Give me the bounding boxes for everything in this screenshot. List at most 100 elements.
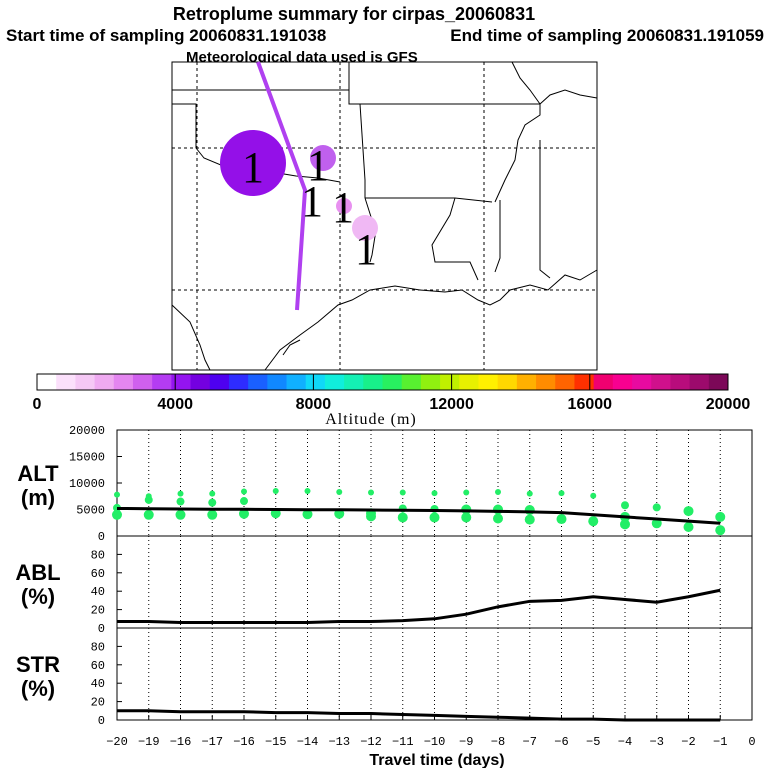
- x-tick-label: −14: [297, 735, 319, 749]
- colorbar-cell: [593, 374, 614, 390]
- alt-point: [429, 512, 440, 523]
- colorbar-tick-label: 12000: [429, 396, 474, 413]
- colorbar-cell: [152, 374, 172, 390]
- x-tick-label: −19: [138, 735, 160, 749]
- alt-point: [683, 506, 694, 517]
- x-tick-label: −11: [392, 735, 414, 749]
- colorbar-cell: [132, 374, 153, 390]
- x-tick-label: −6: [554, 735, 568, 749]
- colorbar-cell: [420, 374, 441, 390]
- alt-point: [176, 497, 185, 506]
- series-line: [117, 588, 721, 624]
- colorbar-cell: [324, 374, 345, 390]
- start-time-label: Start time of sampling 20060831.191038: [6, 26, 326, 45]
- colorbar-cell: [497, 374, 518, 390]
- x-tick-label: −5: [586, 735, 600, 749]
- x-tick-label: −7: [523, 735, 537, 749]
- plume-cluster-large: [220, 130, 286, 196]
- alt-point: [461, 512, 472, 523]
- y-tick-label: 5000: [76, 504, 105, 518]
- colorbar-cell: [555, 374, 575, 390]
- alt-point: [558, 490, 565, 497]
- alt-point: [302, 509, 313, 520]
- x-tick-label: −10: [424, 735, 446, 749]
- colorbar-cell: [344, 374, 364, 390]
- y-tick-label: 20000: [69, 424, 105, 438]
- alt-point: [588, 516, 599, 527]
- x-tick-label: −20: [106, 735, 128, 749]
- alt-point: [209, 490, 216, 497]
- colorbar-cell: [651, 374, 671, 390]
- colorbar-cell: [209, 374, 230, 390]
- panel-ylabel: STR: [16, 652, 60, 677]
- colorbar-label: Altitude (m): [325, 411, 417, 428]
- panel-frame: [116, 535, 753, 629]
- colorbar-tick-label: 16000: [568, 396, 613, 413]
- plume-cluster: [310, 145, 336, 171]
- panel-ylabel-unit: (%): [21, 676, 55, 701]
- colorbar-cell: [171, 374, 192, 390]
- alt-point: [177, 490, 184, 497]
- y-tick-label: 0: [98, 714, 105, 728]
- alt-point: [493, 513, 503, 524]
- alt-point: [366, 511, 376, 522]
- cluster-label: 1: [301, 177, 323, 226]
- y-tick-label: 20: [91, 604, 105, 618]
- x-tick-label: −16: [170, 735, 192, 749]
- alt-point: [240, 497, 248, 506]
- colorbar-cell: [708, 374, 729, 390]
- alt-point: [336, 489, 343, 496]
- colorbar-cell: [363, 374, 383, 390]
- y-tick-label: 20: [91, 696, 105, 710]
- colorbar-cell: [478, 374, 499, 390]
- map-graticule: [172, 62, 597, 370]
- panel-ylabel: ABL: [15, 560, 60, 585]
- x-tick-label: −17: [201, 735, 223, 749]
- alt-point: [368, 489, 374, 496]
- colorbar-tick-label: 4000: [157, 396, 193, 413]
- colorbar-cell: [536, 374, 556, 390]
- x-tick-label: 0: [748, 735, 755, 749]
- x-tick-label: −8: [491, 735, 505, 749]
- map-frame: [171, 61, 598, 371]
- x-tick-label: −9: [459, 735, 473, 749]
- alt-point: [114, 491, 120, 498]
- cluster-label: 1: [355, 225, 377, 274]
- alt-point: [524, 505, 535, 516]
- x-tick-label: −16: [233, 735, 255, 749]
- colorbar-cell: [56, 374, 76, 390]
- alt-point: [493, 504, 503, 515]
- colorbar-cell: [94, 374, 115, 390]
- altitude-colorbar: 0 4000 8000 12000 16000 20000 Altitude (m): [33, 373, 750, 428]
- plume-track: [256, 61, 308, 311]
- map-panel: 1 1 1 1 1: [171, 61, 598, 371]
- alt-point: [683, 521, 694, 532]
- y-tick-label: 80: [91, 640, 105, 654]
- colorbar-cell: [440, 374, 460, 390]
- figure-title: Retroplume summary for cirpas_20060831: [173, 4, 535, 24]
- x-tick-label: −13: [328, 735, 350, 749]
- colorbar-cell: [516, 374, 537, 390]
- alt-point: [207, 509, 218, 520]
- y-tick-label: 80: [91, 548, 105, 562]
- time-series-panels: 05000100001500020000ALT(m)020406080ABL(%…: [15, 424, 755, 749]
- colorbar-cell: [286, 374, 307, 390]
- x-tick-label: −2: [681, 735, 695, 749]
- colorbar-cell: [459, 374, 479, 390]
- alt-point: [175, 509, 186, 520]
- plume-cluster: [352, 215, 378, 241]
- colorbar-cell: [612, 374, 633, 390]
- panel-ylabel: ALT: [17, 461, 59, 486]
- colorbar-cell: [574, 374, 595, 390]
- alt-point: [715, 525, 726, 536]
- x-tick-label: −3: [650, 735, 664, 749]
- series-line: [117, 709, 721, 722]
- alt-point: [651, 518, 662, 529]
- colorbar-cell: [632, 374, 652, 390]
- cluster-label: 1: [332, 183, 354, 232]
- y-tick-label: 40: [91, 677, 105, 691]
- alt-point: [620, 519, 630, 530]
- alt-point: [304, 487, 311, 494]
- alt-point: [621, 501, 629, 510]
